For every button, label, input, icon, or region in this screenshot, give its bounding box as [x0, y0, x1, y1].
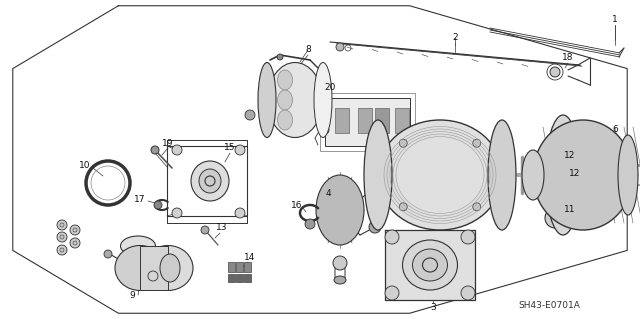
Bar [228, 262, 235, 272]
Bar [140, 246, 168, 290]
Ellipse shape [268, 63, 323, 137]
Circle shape [235, 145, 245, 155]
Ellipse shape [278, 110, 292, 130]
Text: 15: 15 [224, 144, 236, 152]
Circle shape [473, 203, 481, 211]
Circle shape [70, 238, 80, 248]
Circle shape [321, 126, 329, 134]
Text: 10: 10 [79, 160, 91, 169]
Circle shape [461, 230, 475, 244]
Circle shape [70, 225, 80, 235]
Text: 19: 19 [163, 138, 173, 147]
Text: 17: 17 [134, 196, 146, 204]
Circle shape [336, 43, 344, 51]
Text: 18: 18 [563, 54, 573, 63]
Ellipse shape [403, 240, 458, 290]
Text: 1: 1 [612, 16, 618, 25]
Text: 12: 12 [564, 151, 576, 160]
Bar [375, 108, 389, 133]
Circle shape [399, 203, 407, 211]
Ellipse shape [618, 135, 638, 215]
Text: 6: 6 [612, 125, 618, 135]
Text: 14: 14 [244, 254, 256, 263]
Bar [228, 274, 235, 282]
Ellipse shape [278, 90, 292, 110]
Text: 8: 8 [305, 46, 311, 55]
Ellipse shape [378, 120, 502, 230]
Circle shape [550, 67, 560, 77]
Text: 20: 20 [324, 84, 336, 93]
Circle shape [57, 232, 67, 242]
Ellipse shape [258, 63, 276, 137]
Circle shape [385, 286, 399, 300]
Ellipse shape [533, 120, 633, 230]
Text: SH43-E0701A: SH43-E0701A [518, 300, 580, 309]
Circle shape [104, 250, 112, 258]
Circle shape [245, 110, 255, 120]
Circle shape [277, 54, 283, 60]
Ellipse shape [316, 175, 364, 245]
Ellipse shape [522, 150, 544, 200]
Bar [236, 274, 243, 282]
Ellipse shape [199, 169, 221, 193]
Circle shape [385, 230, 399, 244]
Text: 12: 12 [570, 168, 580, 177]
Circle shape [172, 145, 182, 155]
Bar [244, 262, 251, 272]
Ellipse shape [333, 256, 347, 270]
Circle shape [369, 221, 381, 233]
Circle shape [545, 208, 565, 228]
Bar [335, 108, 349, 133]
Circle shape [172, 208, 182, 218]
Circle shape [235, 208, 245, 218]
Circle shape [57, 245, 67, 255]
Text: 9: 9 [129, 291, 135, 300]
Text: 13: 13 [216, 224, 228, 233]
Bar [320, 93, 415, 151]
Ellipse shape [334, 276, 346, 284]
Circle shape [539, 159, 561, 181]
Circle shape [57, 220, 67, 230]
Circle shape [305, 219, 315, 229]
Bar [385, 230, 475, 300]
Bar [325, 98, 410, 146]
Text: 2: 2 [452, 33, 458, 42]
Text: 11: 11 [564, 205, 576, 214]
Text: 4: 4 [325, 189, 331, 197]
Ellipse shape [488, 120, 516, 230]
Ellipse shape [120, 236, 156, 256]
Ellipse shape [413, 249, 447, 281]
Circle shape [154, 201, 162, 209]
Ellipse shape [545, 115, 580, 235]
Ellipse shape [143, 246, 193, 291]
Circle shape [151, 146, 159, 154]
Text: 16: 16 [291, 201, 303, 210]
Bar [358, 108, 372, 133]
Circle shape [399, 139, 407, 147]
Ellipse shape [115, 246, 165, 291]
Ellipse shape [191, 161, 229, 201]
Circle shape [546, 179, 564, 197]
Text: 3: 3 [430, 303, 436, 313]
Bar [395, 108, 409, 133]
Ellipse shape [314, 63, 332, 137]
Circle shape [461, 286, 475, 300]
Circle shape [201, 226, 209, 234]
Bar [244, 274, 251, 282]
Ellipse shape [364, 120, 392, 230]
Circle shape [473, 139, 481, 147]
Ellipse shape [160, 254, 180, 282]
Bar [236, 262, 243, 272]
Ellipse shape [278, 70, 292, 90]
